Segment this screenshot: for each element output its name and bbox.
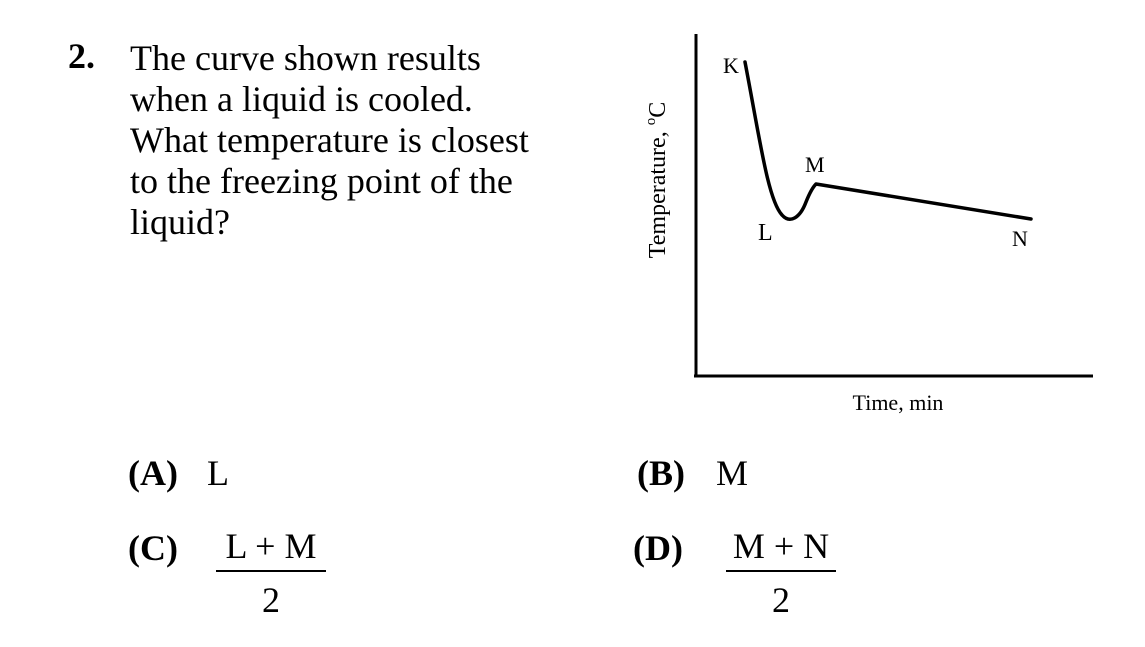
choice-c-denominator: 2: [262, 580, 280, 620]
choice-d[interactable]: (D): [633, 530, 683, 566]
choice-d-fraction: M + N 2: [726, 528, 836, 618]
choice-b-value: M: [716, 453, 749, 493]
question-line: liquid?: [130, 202, 230, 242]
choice-d-letter: (D): [633, 528, 683, 568]
choice-d-denominator: 2: [772, 580, 790, 620]
y-axis-label-unit: C: [645, 102, 671, 118]
point-label-m: M: [805, 152, 825, 177]
choice-c-numerator: L + M: [216, 528, 326, 572]
point-label-k: K: [723, 53, 739, 78]
y-axis-label-degree: o: [643, 118, 659, 126]
choice-c[interactable]: (C): [128, 530, 178, 566]
choice-a[interactable]: (A) L: [128, 455, 229, 491]
point-label-l: L: [758, 220, 773, 246]
choice-b-letter: (B): [637, 453, 685, 493]
choice-c-letter: (C): [128, 528, 178, 568]
question-line: to the freezing point of the: [130, 161, 513, 201]
choice-b[interactable]: (B) M: [637, 455, 748, 491]
choice-c-fraction: L + M 2: [216, 528, 326, 618]
question-text: The curve shown results when a liquid is…: [130, 38, 610, 243]
question-line: What temperature is closest: [130, 120, 529, 160]
question-line: The curve shown results: [130, 38, 481, 78]
x-axis-label: Time, min: [853, 390, 944, 415]
choice-a-value: L: [206, 453, 229, 493]
cooling-curve: [743, 60, 1033, 221]
choice-a-letter: (A): [128, 453, 178, 493]
question-number: 2.: [68, 36, 95, 76]
choice-d-numerator: M + N: [726, 528, 836, 572]
question-line: when a liquid is cooled.: [130, 79, 473, 119]
y-axis-label-text: Temperature,: [645, 125, 671, 258]
point-label-n: N: [1012, 226, 1028, 251]
y-axis-label: Temperature, oC: [643, 102, 671, 258]
